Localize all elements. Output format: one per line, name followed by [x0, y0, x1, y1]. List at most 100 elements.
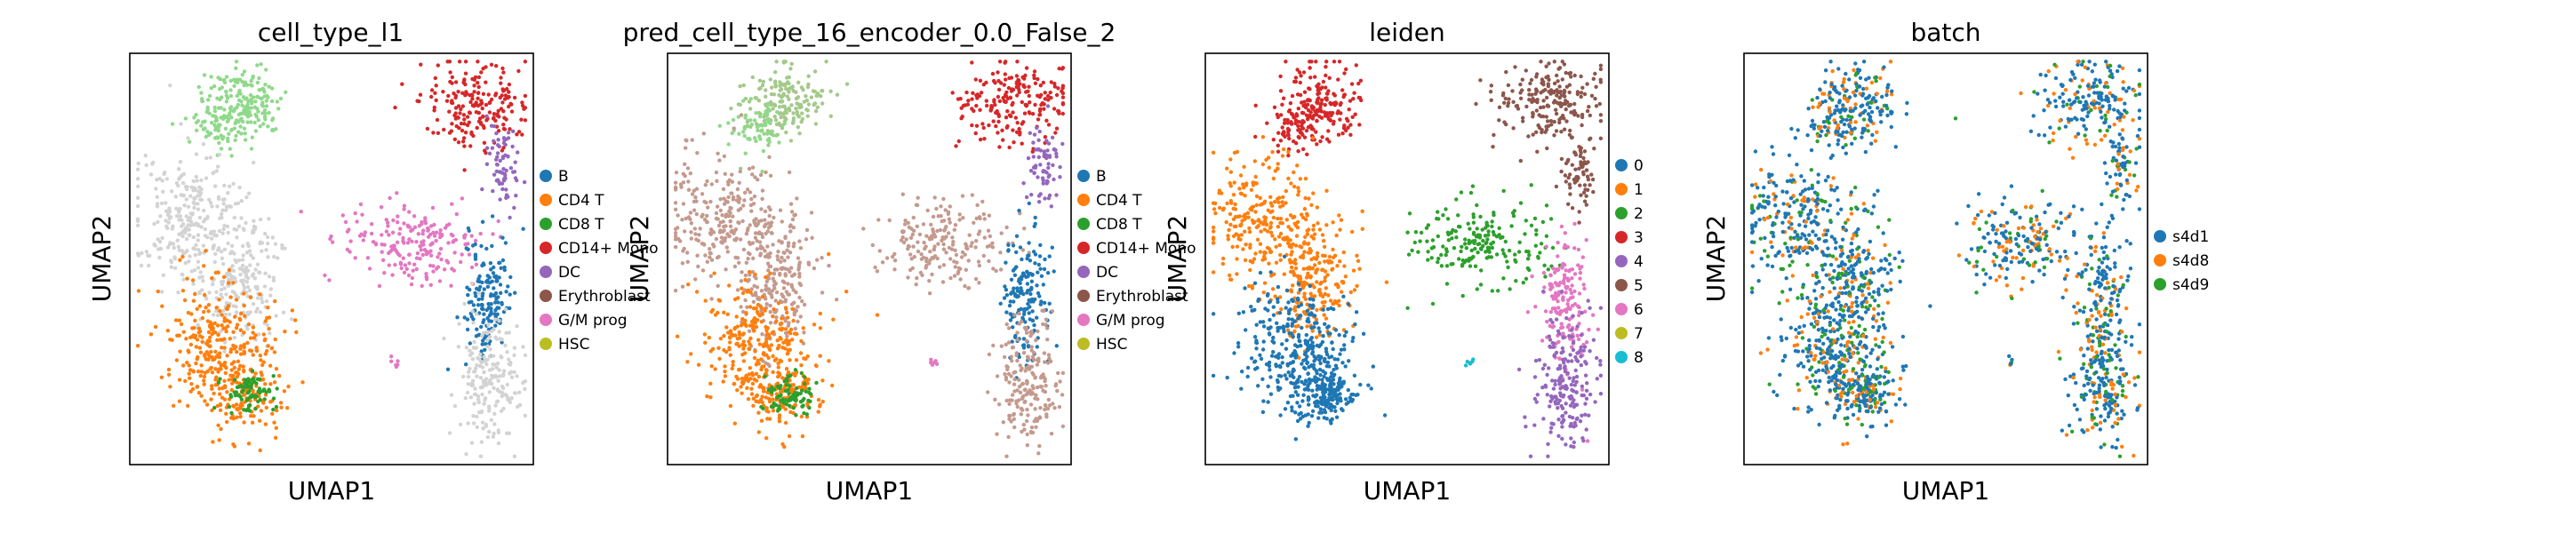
scatter-point — [1579, 94, 1583, 99]
scatter-point — [491, 362, 495, 367]
scatter-point — [946, 231, 951, 235]
scatter-point — [927, 279, 932, 283]
scatter-point — [788, 358, 792, 362]
scatter-point — [1054, 92, 1060, 98]
scatter-point — [255, 63, 260, 68]
scatter-point — [1015, 404, 1020, 410]
scatter-point — [738, 169, 742, 174]
scatter-point — [1586, 177, 1591, 182]
scatter-point — [1005, 367, 1010, 372]
scatter-point — [516, 68, 521, 74]
scatter-point — [703, 340, 708, 345]
scatter-point — [502, 267, 507, 273]
scatter-point — [255, 296, 260, 300]
scatter-point — [1022, 76, 1027, 81]
scatter-point — [1010, 339, 1014, 344]
scatter-point — [716, 223, 722, 228]
scatter-point — [1006, 243, 1011, 247]
scatter-point — [460, 91, 465, 96]
scatter-point — [1260, 135, 1266, 139]
scatter-point — [688, 171, 692, 176]
scatter-point — [1541, 99, 1546, 103]
scatter-point — [196, 248, 201, 252]
scatter-point — [781, 83, 786, 87]
scatter-point — [199, 97, 204, 101]
scatter-point — [1019, 277, 1024, 282]
scatter-point — [396, 220, 400, 225]
scatter-point — [784, 290, 789, 294]
scatter-point — [1235, 257, 1239, 261]
scatter-point — [804, 94, 808, 99]
scatter-point — [442, 127, 446, 132]
scatter-point — [774, 395, 780, 400]
scatter-point — [477, 116, 483, 121]
scatter-point — [1349, 82, 1355, 86]
scatter-point — [731, 214, 735, 219]
scatter-point — [679, 185, 684, 189]
scatter-point — [788, 202, 794, 206]
scatter-point — [755, 247, 759, 251]
scatter-point — [1228, 273, 1232, 278]
scatter-point — [208, 344, 212, 348]
scatter-point — [1009, 277, 1014, 282]
scatter-point — [990, 71, 996, 76]
scatter-point — [942, 228, 947, 233]
scatter-point — [407, 210, 412, 214]
scatter-point — [432, 222, 436, 227]
scatter-point — [987, 259, 991, 264]
scatter-point — [282, 389, 287, 394]
scatter-point — [1569, 75, 1573, 79]
scatter-point — [1221, 256, 1226, 261]
scatter-point — [260, 100, 265, 105]
scatter-point — [946, 210, 951, 214]
scatter-point — [480, 106, 484, 111]
scatter-point — [787, 434, 792, 439]
scatter-point — [1570, 135, 1574, 139]
scatter-point — [812, 266, 817, 271]
scatter-point — [1308, 66, 1312, 70]
scatter-point — [783, 346, 788, 351]
scatter-point — [461, 113, 467, 117]
scatter-point — [675, 334, 680, 338]
scatter-point — [929, 357, 933, 362]
scatter-point — [794, 413, 798, 418]
scatter-point — [463, 82, 468, 87]
scatter-point — [774, 319, 779, 323]
scatter-point — [194, 361, 198, 366]
scatter-point — [729, 106, 733, 111]
scatter-point — [759, 320, 764, 324]
scatter-point — [202, 264, 206, 268]
scatter-point — [718, 197, 723, 202]
scatter-point — [1036, 290, 1041, 296]
scatter-point — [1238, 173, 1244, 178]
scatter-point — [728, 330, 733, 336]
scatter-point — [1050, 245, 1055, 250]
scatter-point — [973, 276, 979, 282]
scatter-point — [465, 123, 470, 128]
scatter-point — [749, 320, 755, 324]
scatter-point — [1581, 170, 1586, 174]
scatter-point — [1557, 84, 1562, 89]
scatter-point — [1028, 334, 1033, 338]
scatter-point — [1028, 330, 1033, 335]
scatter-point — [489, 302, 493, 306]
scatter-point — [806, 262, 812, 266]
scatter-point — [1335, 264, 1340, 268]
scatter-point — [236, 224, 242, 228]
scatter-point — [690, 138, 694, 142]
scatter-point — [1060, 101, 1066, 106]
scatter-point — [246, 442, 252, 446]
scatter-point — [1317, 260, 1322, 266]
scatter-point — [747, 166, 752, 171]
scatter-point — [242, 350, 247, 354]
scatter-point — [199, 123, 204, 128]
scatter-point — [701, 131, 706, 136]
scatter-point — [689, 230, 693, 235]
scatter-point — [1332, 253, 1338, 258]
scatter-point — [1331, 122, 1336, 126]
scatter-point — [1584, 203, 1589, 207]
scatter-point — [761, 79, 766, 84]
scatter-point — [1251, 260, 1255, 265]
scatter-point — [1048, 91, 1052, 95]
scatter-point — [1035, 125, 1039, 131]
